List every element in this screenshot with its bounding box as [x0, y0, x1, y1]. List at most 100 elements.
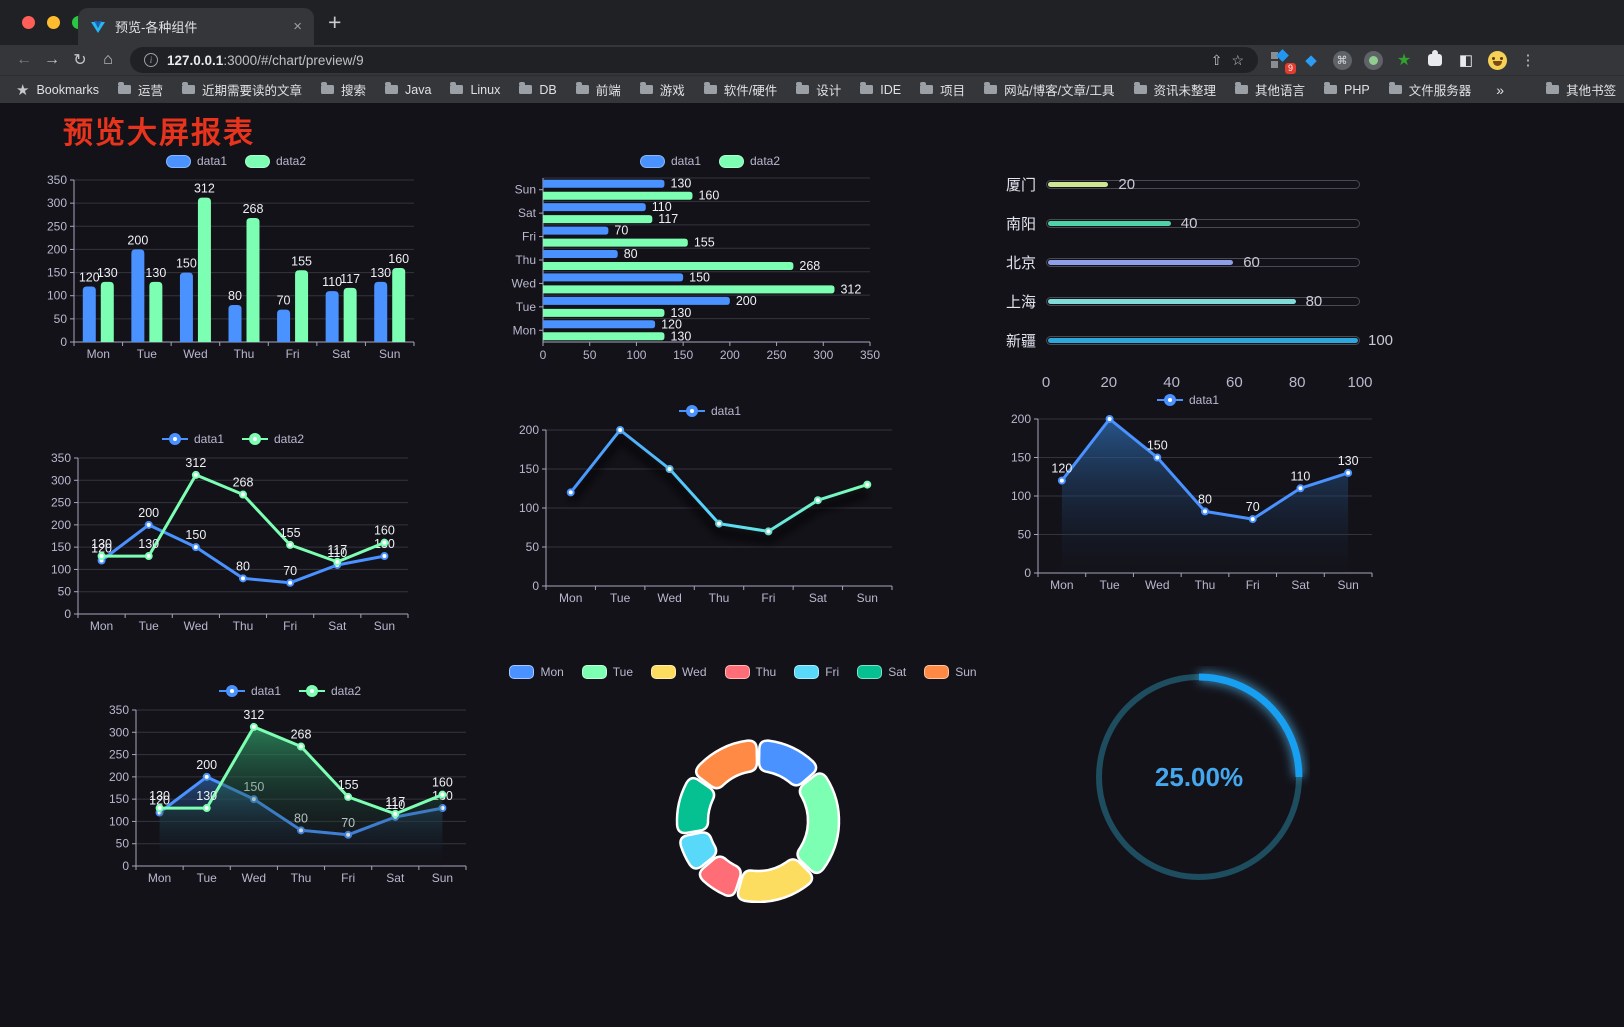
bar-data1-Sat[interactable] — [543, 203, 646, 212]
bar-data1-Wed[interactable] — [543, 273, 684, 282]
bar-data1-Fri[interactable] — [543, 226, 609, 235]
bar-data2-Wed[interactable] — [543, 285, 835, 294]
legend-item-data2[interactable]: data2 — [245, 154, 306, 168]
legend-item-data1[interactable]: data1 — [218, 684, 281, 698]
two-series-line-chart[interactable]: data1 data2 0 50 100 150 200 250 300 350 Mon Tue Wed… — [44, 430, 422, 636]
browser-menu-button[interactable]: ⋮ — [1520, 52, 1536, 69]
horizontal-bar-chart[interactable]: data1 data2 0 50 100 150 200 250 300 350 Sun 130 160… — [500, 152, 920, 366]
legend-item-Tue[interactable]: Tue — [581, 665, 633, 679]
reader-mode-icon[interactable]: ◧ — [1458, 52, 1474, 69]
pie-slice-Mon[interactable] — [757, 739, 818, 787]
data-point-data2-Thu[interactable] — [297, 742, 305, 751]
bar-data2-Mon[interactable] — [543, 332, 665, 341]
bar-data1-Sun[interactable] — [374, 281, 388, 342]
bookmark-folder-item[interactable]: 其他语言 — [1235, 80, 1305, 99]
bookmarks-overflow-chevron[interactable]: » — [1496, 81, 1505, 98]
bookmark-folder-item[interactable]: Java — [385, 80, 431, 99]
extensions-puzzle-icon[interactable] — [1425, 50, 1445, 70]
pie-slice-Tue[interactable] — [796, 772, 841, 875]
data-point-data1-Sun[interactable] — [863, 480, 872, 489]
data-point-data1-Tue[interactable] — [202, 772, 211, 781]
bar-data1-Thu[interactable] — [543, 250, 618, 258]
data-point-data2-Tue[interactable] — [144, 552, 153, 561]
data-point-data2-Sun[interactable] — [438, 790, 447, 799]
data-point-data1-Tue[interactable] — [616, 426, 625, 434]
legend-item-data2[interactable]: data2 — [242, 432, 304, 446]
data-point-data1-Sat[interactable] — [1296, 484, 1305, 493]
bookmark-folder-item[interactable]: Linux — [450, 80, 500, 99]
minimize-window-button[interactable] — [47, 16, 60, 29]
bookmark-folder-item[interactable]: 文件服务器 — [1388, 80, 1471, 99]
bookmark-folder-item[interactable]: 运营 — [117, 80, 163, 99]
legend-item-data1[interactable]: data1 — [678, 404, 741, 418]
profile-avatar[interactable] — [1487, 50, 1507, 70]
legend-item-Sun[interactable]: Sun — [924, 665, 977, 679]
area-line-chart[interactable]: data1 0 50 100 150 200 Mon Tue Wed Thu Fri Sat Sun 12… — [990, 391, 1386, 595]
bar-data2-Mon[interactable] — [100, 281, 114, 342]
bookmark-folder-item[interactable]: 软件/硬件 — [703, 80, 777, 99]
data-point-data1-Tue[interactable] — [1105, 415, 1114, 423]
gem-extension-icon[interactable]: ◆ — [1305, 52, 1317, 69]
data-point-data2-Mon[interactable] — [155, 804, 164, 813]
data-point-data1-Fri[interactable] — [1248, 515, 1257, 524]
home-button[interactable]: ⌂ — [103, 51, 113, 68]
bar-data2-Tue[interactable] — [543, 308, 665, 317]
bookmarks-star-item[interactable]: ★ Bookmarks — [16, 81, 99, 99]
bar-data2-Sun[interactable] — [392, 267, 406, 342]
command-extension-icon[interactable]: ⌘ — [1332, 50, 1352, 70]
data-point-data2-Mon[interactable] — [97, 552, 106, 561]
bookmark-folder-item[interactable]: IDE — [860, 80, 901, 99]
progress-row-北京[interactable]: 北京 60 — [980, 243, 1360, 282]
bookmark-folder-item[interactable]: PHP — [1324, 80, 1370, 99]
bookmark-folder-item[interactable]: 设计 — [796, 80, 841, 99]
bar-data2-Wed[interactable] — [197, 197, 211, 342]
two-series-area-line-chart[interactable]: data1 data2 0 50 100 150 200 250 300 350 Mon Tue Wed… — [100, 682, 480, 890]
data-point-data1-Thu[interactable] — [715, 519, 723, 528]
bar-data1-Tue[interactable] — [543, 296, 730, 305]
data-point-data2-Wed[interactable] — [249, 722, 258, 731]
bar-data2-Sat[interactable] — [543, 215, 653, 224]
data-point-data1-Mon[interactable] — [1057, 476, 1066, 485]
bookmark-folder-item[interactable]: 项目 — [920, 80, 965, 99]
data-point-data1-Wed[interactable] — [1153, 453, 1162, 462]
bookmark-folder-item[interactable]: 近期需要读的文章 — [182, 80, 302, 99]
pie-slice-Wed[interactable] — [736, 858, 814, 903]
tab-close-icon[interactable]: × — [293, 18, 302, 35]
bookmark-folder-item[interactable]: 网站/博客/文章/工具 — [984, 80, 1115, 99]
bar-data2-Fri[interactable] — [295, 270, 309, 342]
bar-data1-Mon[interactable] — [82, 286, 96, 342]
star-extension-icon[interactable]: ★ — [1396, 52, 1412, 69]
bar-data1-Wed[interactable] — [179, 272, 193, 342]
progress-row-厦门[interactable]: 厦门 20 — [980, 165, 1360, 204]
bar-data2-Thu[interactable] — [543, 262, 794, 270]
data-point-data1-Thu[interactable] — [1201, 507, 1209, 516]
data-point-data2-Fri[interactable] — [344, 792, 353, 801]
data-point-data1-Tue[interactable] — [144, 520, 153, 529]
data-point-data1-Sun[interactable] — [1344, 468, 1353, 477]
gradient-line-chart[interactable]: data1 0 50 100 150 200 Mon Tue Wed Thu Fri Sat Sun — [498, 402, 922, 610]
legend-item-data2[interactable]: data2 — [719, 154, 780, 168]
data-point-data1-Mon[interactable] — [566, 488, 575, 497]
bookmark-folder-item[interactable]: 搜索 — [321, 80, 366, 99]
collector-extension-icon[interactable]: 9 — [1270, 49, 1296, 74]
browser-tab[interactable]: 预览-各种组件 × — [78, 8, 314, 45]
data-point-data1-Wed[interactable] — [191, 543, 200, 552]
new-tab-button[interactable]: + — [328, 9, 342, 35]
legend-item-data1[interactable]: data1 — [1156, 393, 1219, 407]
bar-data1-Sat[interactable] — [325, 291, 339, 342]
bar-data2-Sun[interactable] — [543, 191, 693, 200]
bar-data1-Mon[interactable] — [543, 320, 656, 329]
bar-data1-Tue[interactable] — [131, 249, 145, 342]
site-info-icon[interactable]: i — [144, 53, 158, 67]
pie-slice-Fri[interactable] — [679, 831, 718, 870]
bar-data1-Sun[interactable] — [543, 179, 665, 188]
data-point-data2-Sat[interactable] — [391, 809, 400, 818]
bookmark-folder-item[interactable]: 游戏 — [639, 80, 685, 99]
legend-item-data1[interactable]: data1 — [639, 154, 701, 168]
data-point-data1-Sun[interactable] — [380, 552, 389, 561]
progress-row-上海[interactable]: 上海 80 — [980, 282, 1360, 321]
data-point-data1-Fri[interactable] — [764, 527, 773, 536]
legend-item-data1[interactable]: data1 — [165, 154, 227, 168]
donut-chart[interactable]: Mon Tue Wed Thu Fri Sat Sun — [509, 663, 977, 903]
bookmark-star-icon[interactable]: ☆ — [1231, 51, 1244, 68]
